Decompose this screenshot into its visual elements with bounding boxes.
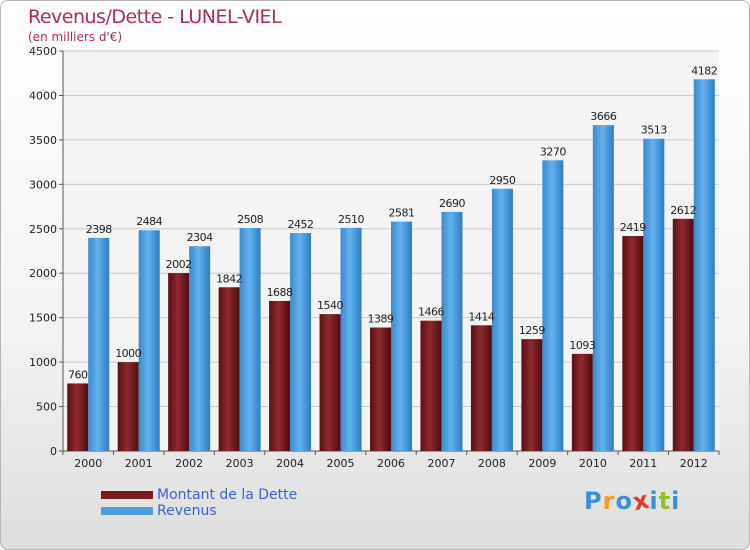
bar-dette [370, 327, 391, 451]
y-tick-label: 500 [36, 401, 57, 414]
legend-label-dette: Montant de la Dette [157, 487, 298, 503]
data-label: 3513 [641, 124, 667, 137]
data-label: 1389 [368, 313, 394, 326]
data-label: 1259 [519, 324, 545, 337]
y-tick-label: 0 [50, 445, 57, 458]
y-tick-label: 2500 [29, 223, 57, 236]
y-tick-label: 3000 [29, 178, 57, 191]
data-label: 2484 [136, 215, 162, 228]
data-label: 2398 [86, 223, 112, 236]
x-tick-label: 2012 [680, 457, 708, 470]
data-label: 2002 [166, 258, 192, 271]
logo-letter: o [615, 487, 633, 515]
data-label: 1688 [267, 286, 293, 299]
y-tick-label: 1000 [29, 356, 57, 369]
bar-revenus [441, 211, 463, 451]
x-tick-label: 2008 [478, 457, 506, 470]
data-label: 2508 [237, 213, 263, 226]
x-tick-label: 2005 [327, 457, 355, 470]
chart-title: Revenus/Dette - LUNEL-VIEL [28, 6, 282, 28]
legend-label-revenus: Revenus [157, 503, 217, 519]
data-label: 760 [68, 368, 88, 381]
y-tick-label: 4500 [29, 45, 57, 58]
x-tick-label: 2004 [276, 457, 304, 470]
bar-dette [67, 383, 89, 451]
bar-revenus [592, 125, 614, 451]
data-label: 2612 [670, 204, 696, 217]
legend-swatch-dette [101, 491, 153, 499]
bar-dette [168, 273, 190, 451]
bar-revenus [138, 230, 160, 451]
x-tick-label: 2000 [74, 457, 102, 470]
bar-revenus [290, 233, 312, 451]
bar-revenus [189, 246, 211, 451]
x-tick-label: 2009 [528, 457, 556, 470]
bar-dette [319, 314, 341, 451]
x-tick-label: 2007 [427, 457, 455, 470]
bar-revenus [491, 188, 513, 451]
bar-revenus [88, 237, 110, 451]
y-tick-label: 4000 [29, 89, 57, 102]
data-label: 2452 [288, 218, 314, 231]
data-label: 1414 [468, 310, 494, 323]
logo-letter: i [649, 487, 659, 515]
bar-dette [218, 287, 240, 451]
bar-revenus [340, 227, 362, 451]
data-label: 3666 [590, 110, 616, 123]
data-label: 2304 [187, 231, 213, 244]
bar-dette [521, 339, 543, 451]
bar-revenus [542, 160, 564, 452]
x-tick-label: 2003 [226, 457, 254, 470]
bar-dette [672, 218, 694, 451]
bar-dette [117, 362, 139, 451]
bar-revenus [693, 79, 715, 452]
x-tick-label: 2001 [125, 457, 153, 470]
legend-swatch-revenus [101, 507, 153, 515]
x-tick-label: 2006 [377, 457, 405, 470]
chart-subtitle: (en milliers d'€) [28, 30, 123, 44]
data-label: 3270 [540, 145, 566, 158]
data-label: 1000 [115, 347, 141, 360]
data-label: 2950 [489, 174, 515, 187]
data-label: 1842 [216, 272, 242, 285]
y-tick-label: 1500 [29, 312, 57, 325]
y-tick-label: 3500 [29, 134, 57, 147]
proxiti-logo: Proxiti [584, 486, 681, 517]
bar-revenus [643, 138, 665, 451]
bar-dette [269, 300, 291, 451]
bar-dette [420, 320, 442, 451]
bar-dette [622, 235, 644, 451]
y-tick-label: 2000 [29, 267, 57, 280]
logo-letter: t [658, 487, 672, 515]
x-tick-label: 2010 [579, 457, 607, 470]
x-tick-label: 2002 [175, 457, 203, 470]
x-tick-label: 2011 [629, 457, 657, 470]
data-label: 1466 [418, 306, 444, 319]
logo-letter: r [602, 487, 616, 515]
data-label: 2419 [620, 221, 646, 234]
logo-letter: i [671, 487, 681, 515]
bar-revenus [391, 221, 412, 451]
data-label: 4182 [691, 64, 717, 77]
data-label: 2510 [338, 213, 364, 226]
bar-dette [571, 353, 593, 451]
bar-revenus [239, 228, 261, 451]
logo-letter: P [584, 487, 603, 515]
data-label: 1540 [317, 299, 343, 312]
data-label: 2690 [439, 197, 465, 210]
bar-dette [470, 325, 492, 451]
data-label: 2581 [389, 207, 415, 220]
data-label: 1093 [569, 339, 595, 352]
